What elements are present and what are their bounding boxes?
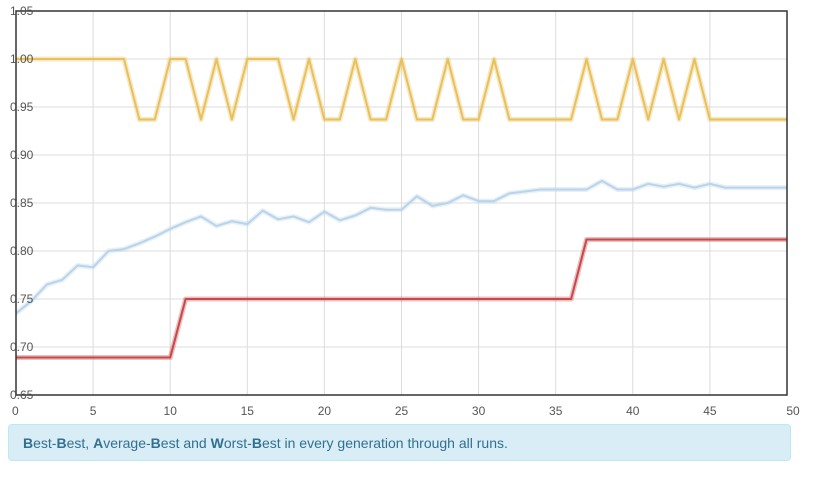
x-tick-label: 10 bbox=[164, 404, 178, 418]
caption-text-6: est in every generation through all runs… bbox=[261, 435, 508, 451]
caption-text-1: est- bbox=[33, 435, 57, 451]
caption-text-4: est and bbox=[160, 435, 211, 451]
y-tick-label: 0.90 bbox=[10, 148, 34, 162]
y-tick-label: 0.70 bbox=[10, 340, 34, 354]
caption-text-2: est, bbox=[66, 435, 94, 451]
caption-text-5: orst- bbox=[223, 435, 252, 451]
x-tick-label: 25 bbox=[395, 404, 409, 418]
x-tick-label: 35 bbox=[549, 404, 563, 418]
caption-bold-2: B bbox=[56, 435, 67, 451]
caption-bold-6: B bbox=[251, 435, 262, 451]
x-tick-label: 45 bbox=[703, 404, 717, 418]
y-tick-label: 0.85 bbox=[10, 196, 34, 210]
x-tick-label: 40 bbox=[626, 404, 640, 418]
caption-bold-5: W bbox=[210, 435, 224, 451]
line-chart: 0.65 0.70 0.75 0.80 0.85 0.90 0.95 1.00 1.05 0 5 10… bbox=[10, 4, 800, 418]
caption-bold-4: B bbox=[150, 435, 161, 451]
plot-border bbox=[15, 10, 788, 396]
x-tick-label: 30 bbox=[472, 404, 486, 418]
y-tick-label: 1.05 bbox=[10, 4, 34, 18]
x-tick-label: 5 bbox=[90, 404, 97, 418]
x-tick-label: 20 bbox=[318, 404, 332, 418]
y-tick-label: 0.95 bbox=[10, 100, 34, 114]
y-tick-label: 0.80 bbox=[10, 244, 34, 258]
chart-area: 0.65 0.70 0.75 0.80 0.85 0.90 0.95 1.00 1.05 0 5 10… bbox=[10, 4, 800, 418]
caption-bold-1: B bbox=[23, 435, 34, 451]
chart-caption: Best-Best, Average-Best and Worst-Best i… bbox=[8, 424, 791, 461]
x-tick-label: 15 bbox=[241, 404, 255, 418]
x-tick-label: 0 bbox=[12, 404, 19, 418]
x-tick-label: 50 bbox=[786, 404, 800, 418]
caption-bold-3: A bbox=[93, 435, 104, 451]
y-tick-label: 0.65 bbox=[10, 388, 34, 402]
y-tick-label: 1.00 bbox=[10, 52, 34, 66]
y-tick-label: 0.75 bbox=[10, 292, 34, 306]
caption-text-3: verage- bbox=[103, 435, 151, 451]
